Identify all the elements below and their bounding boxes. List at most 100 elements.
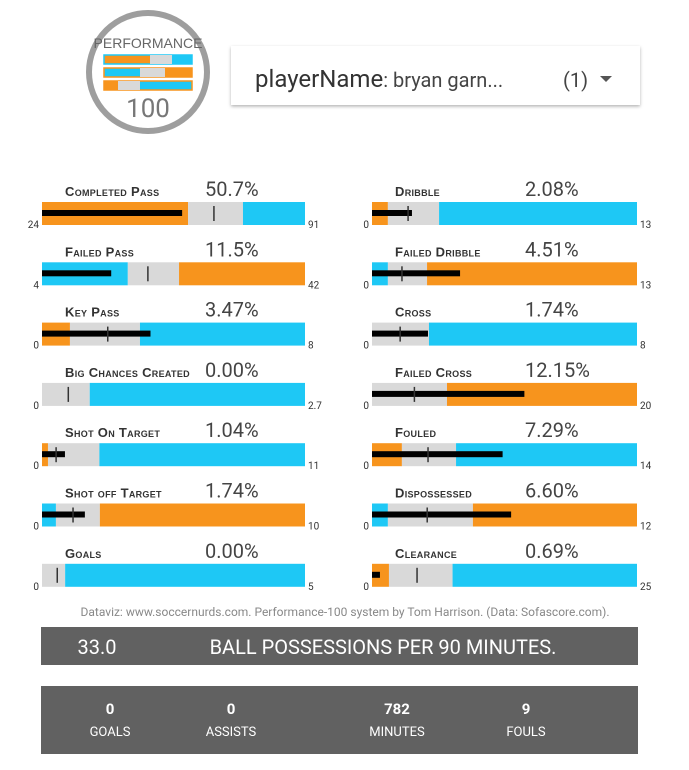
band-mid: [127, 262, 180, 286]
metric-label: Dispossessed: [395, 486, 472, 501]
value-bar: [42, 511, 85, 518]
band-high: [179, 262, 305, 286]
value-bar: [42, 210, 183, 216]
value-bar: [372, 270, 461, 277]
metric-label: Shot off Target: [65, 486, 162, 501]
band-high: [456, 443, 637, 467]
metric-label: Shot On Target: [65, 425, 160, 440]
stat-label: ASSISTS: [206, 725, 257, 740]
metric-label: Goals: [65, 546, 102, 561]
value-bar: [372, 571, 380, 578]
credit: Dataviz: www.soccernurds.com. Performanc…: [80, 605, 609, 619]
min-label: 0: [363, 341, 369, 352]
max-label: 8: [640, 341, 646, 352]
stat-value: 0: [227, 700, 236, 718]
logo-title: PERFORMANCE: [94, 35, 203, 51]
min-label: 0: [363, 461, 369, 472]
metric-percent: 1.74%: [525, 298, 579, 322]
stat-label: GOALS: [90, 725, 131, 740]
metric-percent: 0.69%: [525, 539, 579, 563]
band-mid: [388, 563, 453, 587]
value-bar: [372, 390, 525, 397]
metric-label: Failed Pass: [65, 244, 134, 259]
min-label: 0: [33, 341, 39, 352]
max-label: 42: [308, 280, 320, 291]
band-mid: [387, 202, 440, 225]
stat-label: MINUTES: [369, 725, 425, 740]
metric-percent: 0.00%: [205, 539, 259, 563]
band-low: [372, 563, 389, 587]
max-label: 91: [308, 220, 319, 231]
logo-number: 100: [126, 94, 170, 124]
metric-percent: 1.74%: [205, 479, 259, 503]
possession-label: BALL POSSESSIONS PER 90 MINUTES.: [210, 635, 557, 659]
metric-label: Dribble: [395, 184, 440, 199]
max-label: 11: [308, 461, 319, 472]
band-high: [472, 503, 637, 527]
min-label: 4: [33, 280, 39, 291]
metric-percent: 11.5%: [205, 237, 259, 261]
band-high: [89, 382, 305, 406]
band-mid: [47, 443, 100, 467]
metric-percent: 50.7%: [205, 177, 259, 201]
possession-value: 33.0: [78, 635, 117, 659]
min-label: 0: [363, 522, 369, 533]
dropdown-arrow[interactable]: [600, 76, 612, 82]
value-bar: [42, 451, 65, 458]
stat-label: FOULS: [506, 725, 546, 740]
band-high: [99, 443, 305, 467]
band-high: [65, 563, 305, 587]
metric-label: Failed Dribble: [395, 244, 481, 259]
dropdown-field: playerName: bryan garn...: [255, 65, 503, 93]
max-label: 25: [640, 582, 652, 593]
value-bar: [372, 210, 412, 216]
band-high: [452, 563, 637, 587]
max-label: 20: [640, 401, 652, 412]
metric-label: Cross: [395, 305, 431, 320]
max-label: 13: [640, 220, 651, 231]
metric-label: Key Pass: [65, 305, 120, 320]
stat-value: 9: [522, 700, 531, 718]
metric-percent: 2.08%: [525, 177, 579, 201]
max-label: 13: [640, 280, 651, 291]
dropdown-count: (1): [563, 68, 588, 92]
logo: PERFORMANCE 100: [86, 10, 210, 134]
metric-label: Big Chances Created: [65, 365, 190, 380]
metric-percent: 4.51%: [525, 237, 579, 261]
metric-label: Clearance: [395, 546, 457, 561]
min-label: 0: [33, 401, 39, 412]
min-label: 0: [363, 582, 369, 593]
value-bar: [372, 451, 503, 458]
band-mid: [188, 202, 243, 225]
max-label: 10: [308, 522, 320, 533]
band-high: [439, 202, 637, 225]
player-dropdown[interactable]: playerName: bryan garn... (1): [231, 46, 640, 105]
band-high: [446, 382, 637, 406]
field-name: playerName: [255, 65, 383, 93]
band-high: [427, 262, 637, 286]
band-mid: [42, 563, 66, 587]
dropdown-box[interactable]: [231, 46, 640, 105]
metric-percent: 12.15%: [525, 358, 590, 382]
stats-box: [41, 686, 638, 754]
metric-percent: 6.60%: [525, 479, 579, 503]
band-high: [139, 322, 305, 346]
metric-percent: 3.47%: [205, 298, 259, 322]
metric-percent: 0.00%: [205, 358, 259, 382]
stat-value: 0: [106, 700, 115, 718]
band-high: [242, 202, 305, 225]
band-mid: [42, 382, 90, 406]
max-label: 2.7: [308, 401, 322, 412]
band-high: [99, 503, 305, 527]
min-label: 0: [363, 401, 369, 412]
field-value: : bryan garn...: [383, 68, 503, 92]
metric-percent: 7.29%: [525, 418, 579, 442]
min-label: 0: [33, 461, 39, 472]
metric-label: Completed Pass: [65, 184, 159, 199]
min-label: 0: [363, 220, 369, 231]
min-label: 0: [33, 582, 39, 593]
value-bar: [42, 330, 151, 337]
value-bar: [372, 511, 512, 518]
max-label: 8: [308, 341, 314, 352]
